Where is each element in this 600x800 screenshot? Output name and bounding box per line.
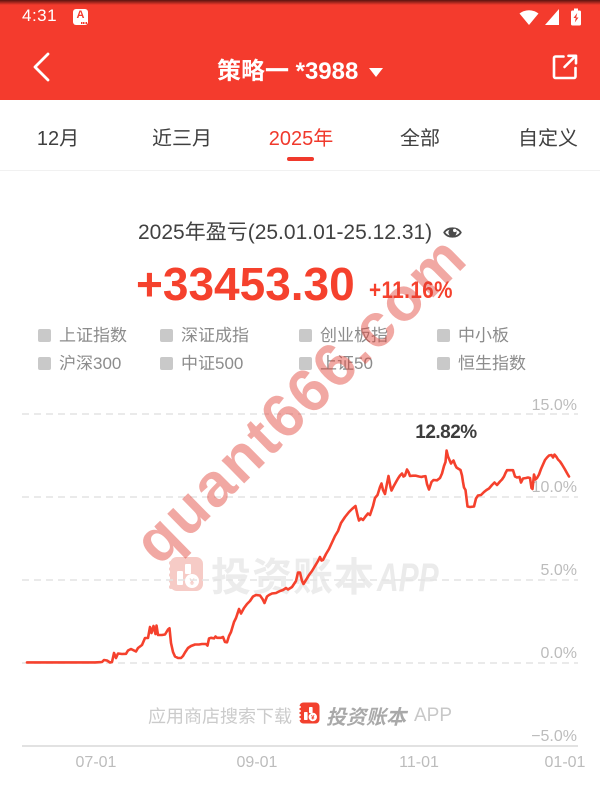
svg-text:01-01: 01-01 bbox=[545, 754, 586, 771]
svg-text:¥: ¥ bbox=[311, 716, 315, 722]
svg-text:¥: ¥ bbox=[189, 577, 194, 587]
svg-text:5.0%: 5.0% bbox=[541, 562, 577, 579]
svg-text:07-01: 07-01 bbox=[76, 754, 117, 771]
svg-text:0.0%: 0.0% bbox=[541, 645, 577, 662]
svg-text:15.0%: 15.0% bbox=[532, 397, 577, 414]
svg-text:09-01: 09-01 bbox=[237, 754, 278, 771]
svg-text:12.82%: 12.82% bbox=[415, 422, 477, 443]
svg-text:11-01: 11-01 bbox=[399, 754, 439, 771]
svg-text:10.0%: 10.0% bbox=[532, 479, 577, 496]
svg-text:−5.0%: −5.0% bbox=[531, 728, 577, 745]
